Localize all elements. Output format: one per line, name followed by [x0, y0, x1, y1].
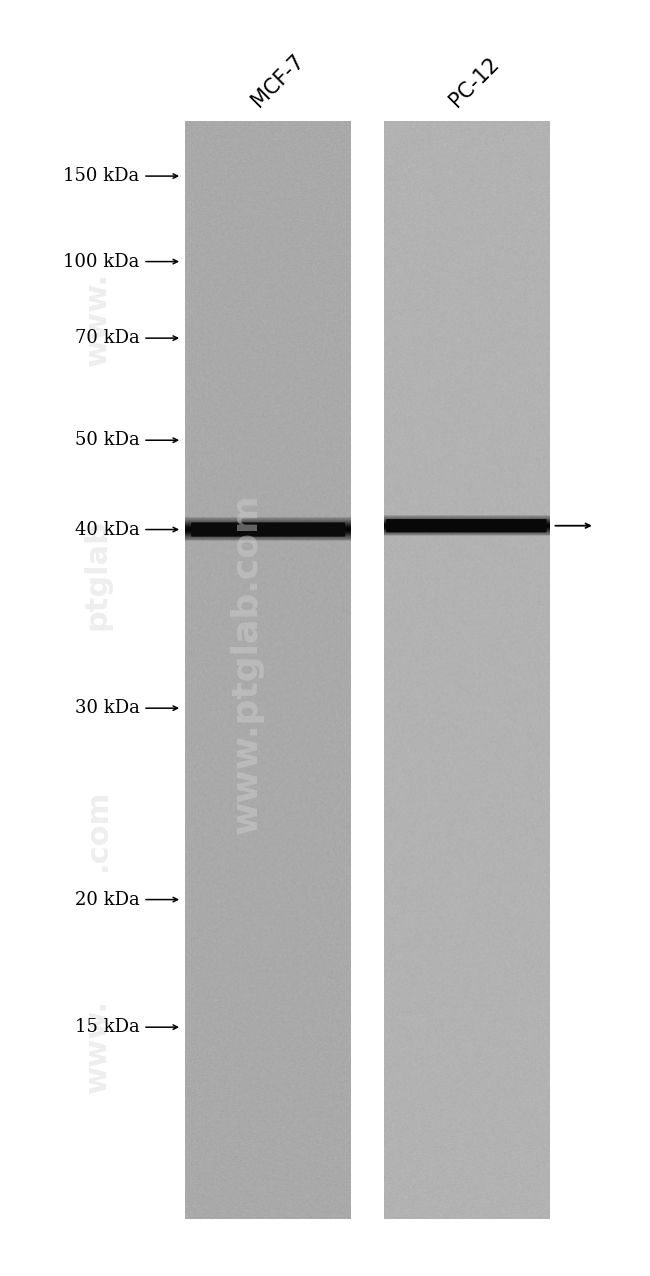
- Text: 20 kDa: 20 kDa: [75, 891, 140, 909]
- Text: ptglab: ptglab: [83, 519, 112, 629]
- Text: 50 kDa: 50 kDa: [75, 431, 140, 449]
- Text: 70 kDa: 70 kDa: [75, 329, 140, 347]
- Text: 150 kDa: 150 kDa: [64, 167, 140, 185]
- Text: 100 kDa: 100 kDa: [63, 253, 140, 271]
- Text: www.ptglab.com: www.ptglab.com: [230, 494, 264, 833]
- FancyBboxPatch shape: [191, 522, 345, 537]
- Text: 40 kDa: 40 kDa: [75, 521, 140, 538]
- Text: 15 kDa: 15 kDa: [75, 1018, 140, 1036]
- Text: 30 kDa: 30 kDa: [75, 699, 140, 717]
- Text: PC-12: PC-12: [446, 54, 503, 111]
- Text: MCF-7: MCF-7: [248, 51, 307, 111]
- Text: www.: www.: [83, 999, 112, 1094]
- Text: .com: .com: [83, 789, 112, 870]
- FancyBboxPatch shape: [386, 519, 547, 532]
- Text: www.: www.: [83, 272, 112, 366]
